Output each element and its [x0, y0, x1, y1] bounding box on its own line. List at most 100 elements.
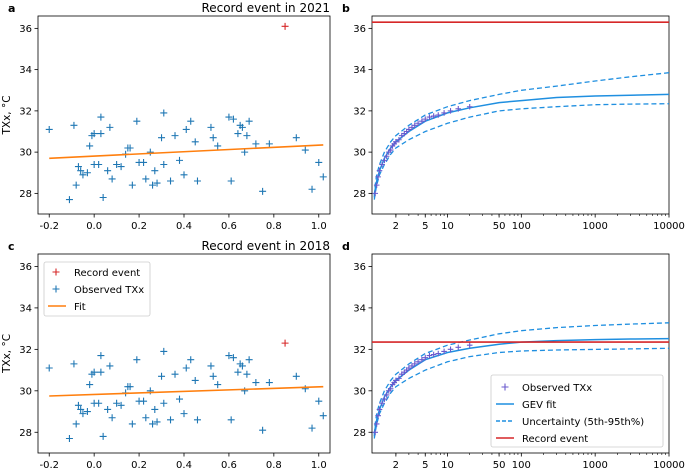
x-tick-label: 50 [493, 221, 506, 232]
x-tick-label: 0.2 [131, 460, 147, 471]
uncertainty-upper-line [373, 72, 670, 196]
observed-point [238, 362, 246, 370]
observed-point [97, 352, 105, 360]
observed-point [259, 187, 267, 195]
observed-rp-point [430, 113, 437, 119]
observed-rp-point [466, 342, 473, 349]
observed-point [113, 161, 121, 168]
observed-point [315, 397, 323, 405]
observed-rp-point [406, 126, 412, 133]
observed-point [243, 132, 251, 140]
observed-point [149, 181, 157, 189]
x-tick-label: 0.4 [176, 460, 192, 471]
observed-point [153, 179, 161, 187]
y-tick-label: 30 [353, 386, 366, 397]
observed-point [209, 372, 217, 380]
observed-point [158, 372, 166, 380]
y-axis-label: TXx, °C [1, 334, 13, 374]
observed-rp-point [415, 358, 421, 365]
observed-rp-point [435, 112, 442, 118]
fit-line [49, 144, 324, 160]
y-tick-label: 34 [19, 65, 32, 76]
observed-rp-point [415, 120, 421, 127]
observed-point [241, 387, 249, 395]
observed-rp-point [411, 122, 418, 129]
legend-label: GEV fit [522, 400, 556, 411]
observed-point [70, 360, 78, 368]
observed-rp-point [396, 136, 402, 143]
observed-point [182, 125, 190, 133]
observed-point [193, 416, 201, 424]
observed-point [265, 379, 273, 387]
y-tick-label: 28 [19, 189, 32, 200]
uncertainty-lower-line [373, 347, 670, 439]
uncertainty-lower-line [373, 103, 670, 200]
x-tick-label: 100 [512, 460, 531, 471]
y-tick-label: 32 [19, 345, 32, 356]
observed-point [77, 167, 85, 175]
observed-point [180, 410, 188, 418]
x-tick-label: 0.2 [131, 221, 147, 232]
observed-point [99, 432, 107, 440]
panel-title: Record event in 2021 [201, 1, 330, 15]
observed-point [227, 416, 235, 424]
observed-point [167, 416, 175, 424]
observed-point [133, 356, 141, 364]
observed-point [234, 130, 242, 138]
observed-rp-point [441, 110, 447, 116]
uncertainty-upper-line [373, 322, 670, 435]
observed-rp-point [455, 106, 462, 112]
x-tick-label: 100 [512, 221, 531, 232]
observed-point [229, 115, 237, 123]
observed-rp-point [422, 354, 429, 361]
observed-point [245, 356, 253, 364]
y-tick-label: 36 [353, 24, 366, 35]
observed-point [171, 132, 179, 140]
x-tick-label: 10 [441, 460, 454, 471]
axes-frame [37, 15, 331, 215]
observed-point [106, 123, 114, 131]
observed-rp-point [379, 161, 385, 168]
observed-point [301, 385, 309, 393]
observed-point [158, 134, 166, 142]
observed-point [90, 368, 98, 376]
observed-rp-point [373, 182, 380, 188]
observed-rp-point [426, 114, 433, 120]
observed-point [301, 146, 309, 154]
observed-point [229, 354, 237, 362]
observed-rp-point [383, 392, 390, 398]
observed-point [104, 405, 112, 413]
legend-label: Observed TXx [522, 383, 592, 394]
y-tick-label: 36 [19, 262, 32, 273]
axes-frame [371, 253, 670, 454]
legend-record-marker [52, 268, 60, 276]
observed-point [252, 379, 260, 387]
panel-d: d2830323436251050100100010000Return Peri… [342, 240, 685, 471]
legend-observed-marker [501, 383, 509, 391]
observed-rp-point [447, 346, 454, 353]
observed-point [160, 347, 168, 355]
y-tick-label: 28 [353, 189, 366, 200]
observed-point [176, 156, 184, 164]
observed-point [83, 169, 91, 177]
x-tick-label: -0.2 [39, 460, 59, 471]
observed-point [79, 410, 87, 418]
observed-point [259, 426, 267, 434]
x-tick-label: 1.0 [311, 460, 327, 471]
x-tick-label: 10 [441, 221, 454, 232]
legend-box [43, 261, 151, 317]
observed-rp-point [383, 153, 390, 160]
observed-rp-point [419, 356, 425, 363]
panel-a: a Record event in 2021 28 30 32 34 36 -0.2 0.0 0.… [1, 1, 331, 232]
observed-point [308, 185, 316, 193]
y-tick-label: 34 [353, 65, 366, 76]
observed-point [160, 161, 168, 168]
observed-point [151, 405, 159, 413]
observed-point [77, 405, 85, 413]
observed-point [187, 356, 195, 364]
observed-point [176, 395, 184, 403]
observed-point [308, 424, 316, 432]
observed-point [140, 158, 148, 166]
x-tick-label: 0.6 [221, 460, 237, 471]
